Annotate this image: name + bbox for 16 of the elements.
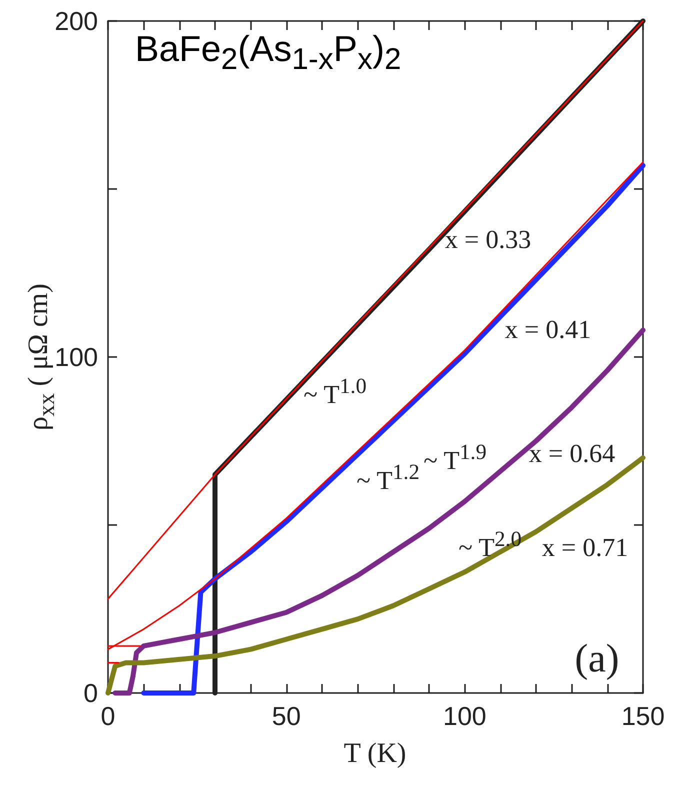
x-tick-label: 150 [621, 701, 665, 731]
annotation: ~ T$^{1.0}$ [303, 374, 367, 410]
annotation: ~ T$^{2.0}$ [458, 527, 522, 563]
annotation: x = 0.33 [444, 225, 532, 255]
y-tick-label: 0 [84, 678, 98, 708]
chart-title: BaFe$_{2}$(As$_{1-x}$P$_{x}$)$_{2}$ [135, 28, 402, 78]
y-tick-label: 200 [54, 6, 98, 36]
annotation: ~ T$^{1.2}$ [356, 460, 420, 496]
annotation: ~ T$^{1.9}$ [423, 440, 487, 476]
x-axis-title: T (K) [344, 738, 406, 770]
annotation: x = 0.64 [528, 439, 616, 469]
annotation: x = 0.71 [542, 533, 628, 563]
x-tick-label: 50 [272, 701, 301, 731]
annotation: (a) [574, 634, 620, 682]
x-tick-label: 100 [442, 701, 486, 731]
annotation: x = 0.41 [504, 315, 592, 345]
